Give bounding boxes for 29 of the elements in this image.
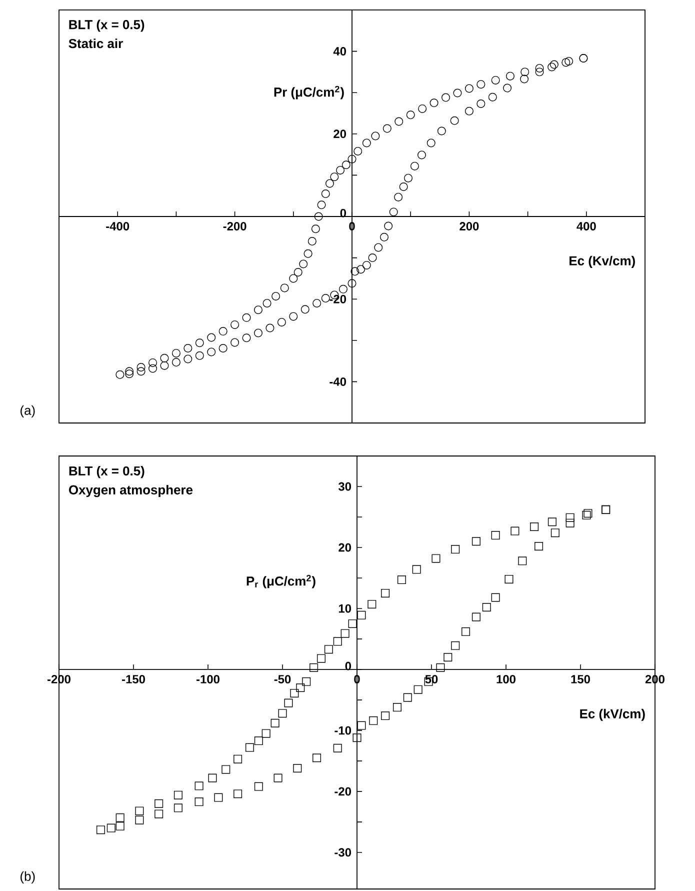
y-tick-label: -40 <box>330 377 346 386</box>
x-tick-label: -400 <box>106 222 130 230</box>
text: (b) <box>20 871 35 884</box>
y-axis-title: Pr (μC/cm$^{2}$) <box>274 86 344 100</box>
y-axis-title: P$_{r}$ (μC/cm$^{2}$) <box>246 574 316 588</box>
x-axis-title: Ec (Kv/cm) <box>570 256 635 268</box>
text: (a) <box>20 405 35 418</box>
text: Static air <box>68 38 123 48</box>
x-tick-label: 200 <box>460 222 479 230</box>
y-tick-label: 10 <box>338 604 351 613</box>
x-tick-label: 100 <box>496 674 516 684</box>
x-tick-label: -50 <box>274 674 291 684</box>
x-tick-label: 150 <box>571 674 590 684</box>
y-tick-label: 20 <box>334 130 346 138</box>
x-tick-label: -100 <box>196 674 220 684</box>
y-tick-label: -20 <box>330 294 346 304</box>
y-tick-label: -30 <box>334 848 351 857</box>
y-tick-label: 30 <box>338 482 351 491</box>
x-tick-label: 400 <box>576 222 596 230</box>
y-tick-label: -20 <box>334 787 351 796</box>
x-axis-title: Ec (kV/cm) <box>580 708 645 721</box>
text: Oxygen atmosphere <box>69 484 193 498</box>
text: BLT (x = 0.5) <box>69 20 144 32</box>
text: BLT (x = 0.5) <box>69 466 144 478</box>
x-tick-label: -150 <box>122 674 145 684</box>
y-tick-label: 20 <box>338 543 351 552</box>
y-tick-label: -10 <box>334 726 351 735</box>
y-tick-label: 40 <box>333 47 346 56</box>
x-tick-label: -200 <box>223 222 246 230</box>
